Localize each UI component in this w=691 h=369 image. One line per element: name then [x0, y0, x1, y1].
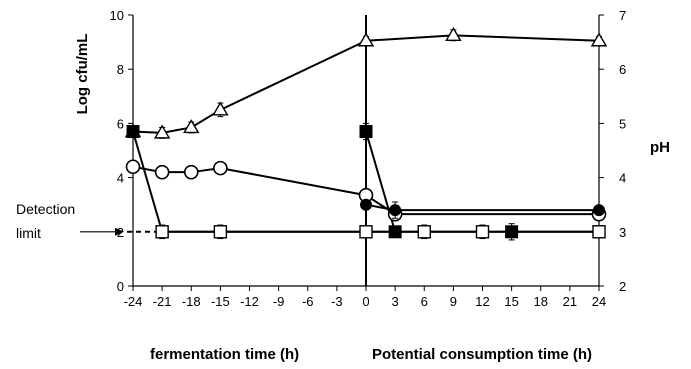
x-tick-label: -15 — [211, 294, 230, 309]
y-right-tick-label: 2 — [619, 279, 626, 294]
detection-limit-label-line2: limit — [16, 225, 41, 241]
point-open-square — [359, 225, 373, 239]
y-right-axis-label: pH — [650, 139, 670, 156]
point-open-triangle — [445, 26, 462, 42]
y-left-tick-label: 8 — [117, 62, 124, 77]
y-right-tick-label: 3 — [619, 225, 626, 240]
point-filled-circle — [593, 204, 605, 217]
x-tick-label: 21 — [563, 294, 577, 309]
y-left-tick-label: 6 — [117, 116, 124, 131]
x-tick-label: -9 — [273, 294, 285, 309]
x-tick-label: 3 — [392, 294, 399, 309]
point-filled-circle — [389, 204, 402, 217]
point-open-triangle — [212, 101, 229, 116]
y-right-tick-label: 6 — [619, 62, 626, 77]
point-open-square — [213, 225, 228, 239]
point-open-square — [155, 225, 169, 239]
y-left-axis-label: Log cfu/mL — [74, 34, 91, 115]
point-open-triangle — [357, 32, 375, 47]
detection-limit-label-line1: Detection — [16, 201, 75, 217]
x-tick-label: -24 — [124, 294, 143, 309]
point-open-circle — [183, 164, 199, 180]
x-tick-label: 6 — [421, 294, 428, 309]
point-filled-square — [359, 125, 373, 139]
point-filled-circle — [360, 198, 372, 211]
x-tick-label: 9 — [450, 294, 457, 309]
x-tick-label: 12 — [475, 294, 489, 309]
y-right-tick-label: 5 — [619, 116, 626, 131]
x-axis-label-consumption: Potential consumption time (h) — [372, 346, 592, 363]
x-tick-label: 0 — [362, 294, 369, 309]
point-open-square — [417, 225, 431, 239]
point-filled-square — [505, 225, 519, 239]
point-open-circle — [213, 160, 228, 176]
point-open-triangle — [183, 119, 200, 134]
x-tick-label: -3 — [331, 294, 343, 309]
chart-axes: 0 24 6 8 10 2 3 4 5 6 7 -24 -21 -18 -15 -12 -9 -6 -3 0 3 6 9 12… — [80, 8, 626, 309]
point-open-square — [592, 225, 606, 239]
chart-series — [124, 26, 608, 241]
y-right-tick-label: 4 — [619, 171, 626, 186]
point-filled-square — [126, 125, 140, 139]
x-axis-label-fermentation: fermentation time (h) — [150, 346, 299, 363]
point-open-square — [475, 225, 490, 239]
x-tick-label: 18 — [534, 294, 548, 309]
x-tick-label: -18 — [182, 294, 201, 309]
y-left-tick-label: 0 — [117, 279, 124, 294]
point-open-triangle — [590, 32, 608, 47]
y-right-tick-label: 7 — [619, 8, 626, 23]
y-left-tick-label: 4 — [117, 171, 124, 186]
detection-limit-arrowhead — [115, 227, 124, 236]
point-open-circle — [154, 164, 170, 180]
x-tick-label: -21 — [153, 294, 172, 309]
point-filled-square — [388, 225, 402, 239]
x-tick-label: -6 — [302, 294, 314, 309]
x-tick-label: 15 — [504, 294, 518, 309]
y-left-tick-label: 10 — [110, 8, 124, 23]
x-tick-label: 24 — [592, 294, 606, 309]
point-open-triangle — [153, 124, 171, 139]
series-line-filled-square-a — [132, 131, 164, 233]
x-tick-label: -12 — [240, 294, 259, 309]
point-open-circle — [125, 159, 141, 175]
chart-texts: Log cfu/mL pH fermentation time (h) Pote… — [16, 34, 670, 363]
